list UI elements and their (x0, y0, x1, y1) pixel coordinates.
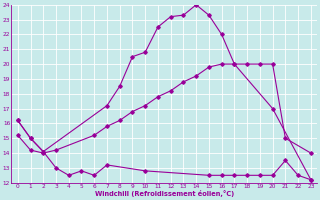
X-axis label: Windchill (Refroidissement éolien,°C): Windchill (Refroidissement éolien,°C) (95, 190, 234, 197)
